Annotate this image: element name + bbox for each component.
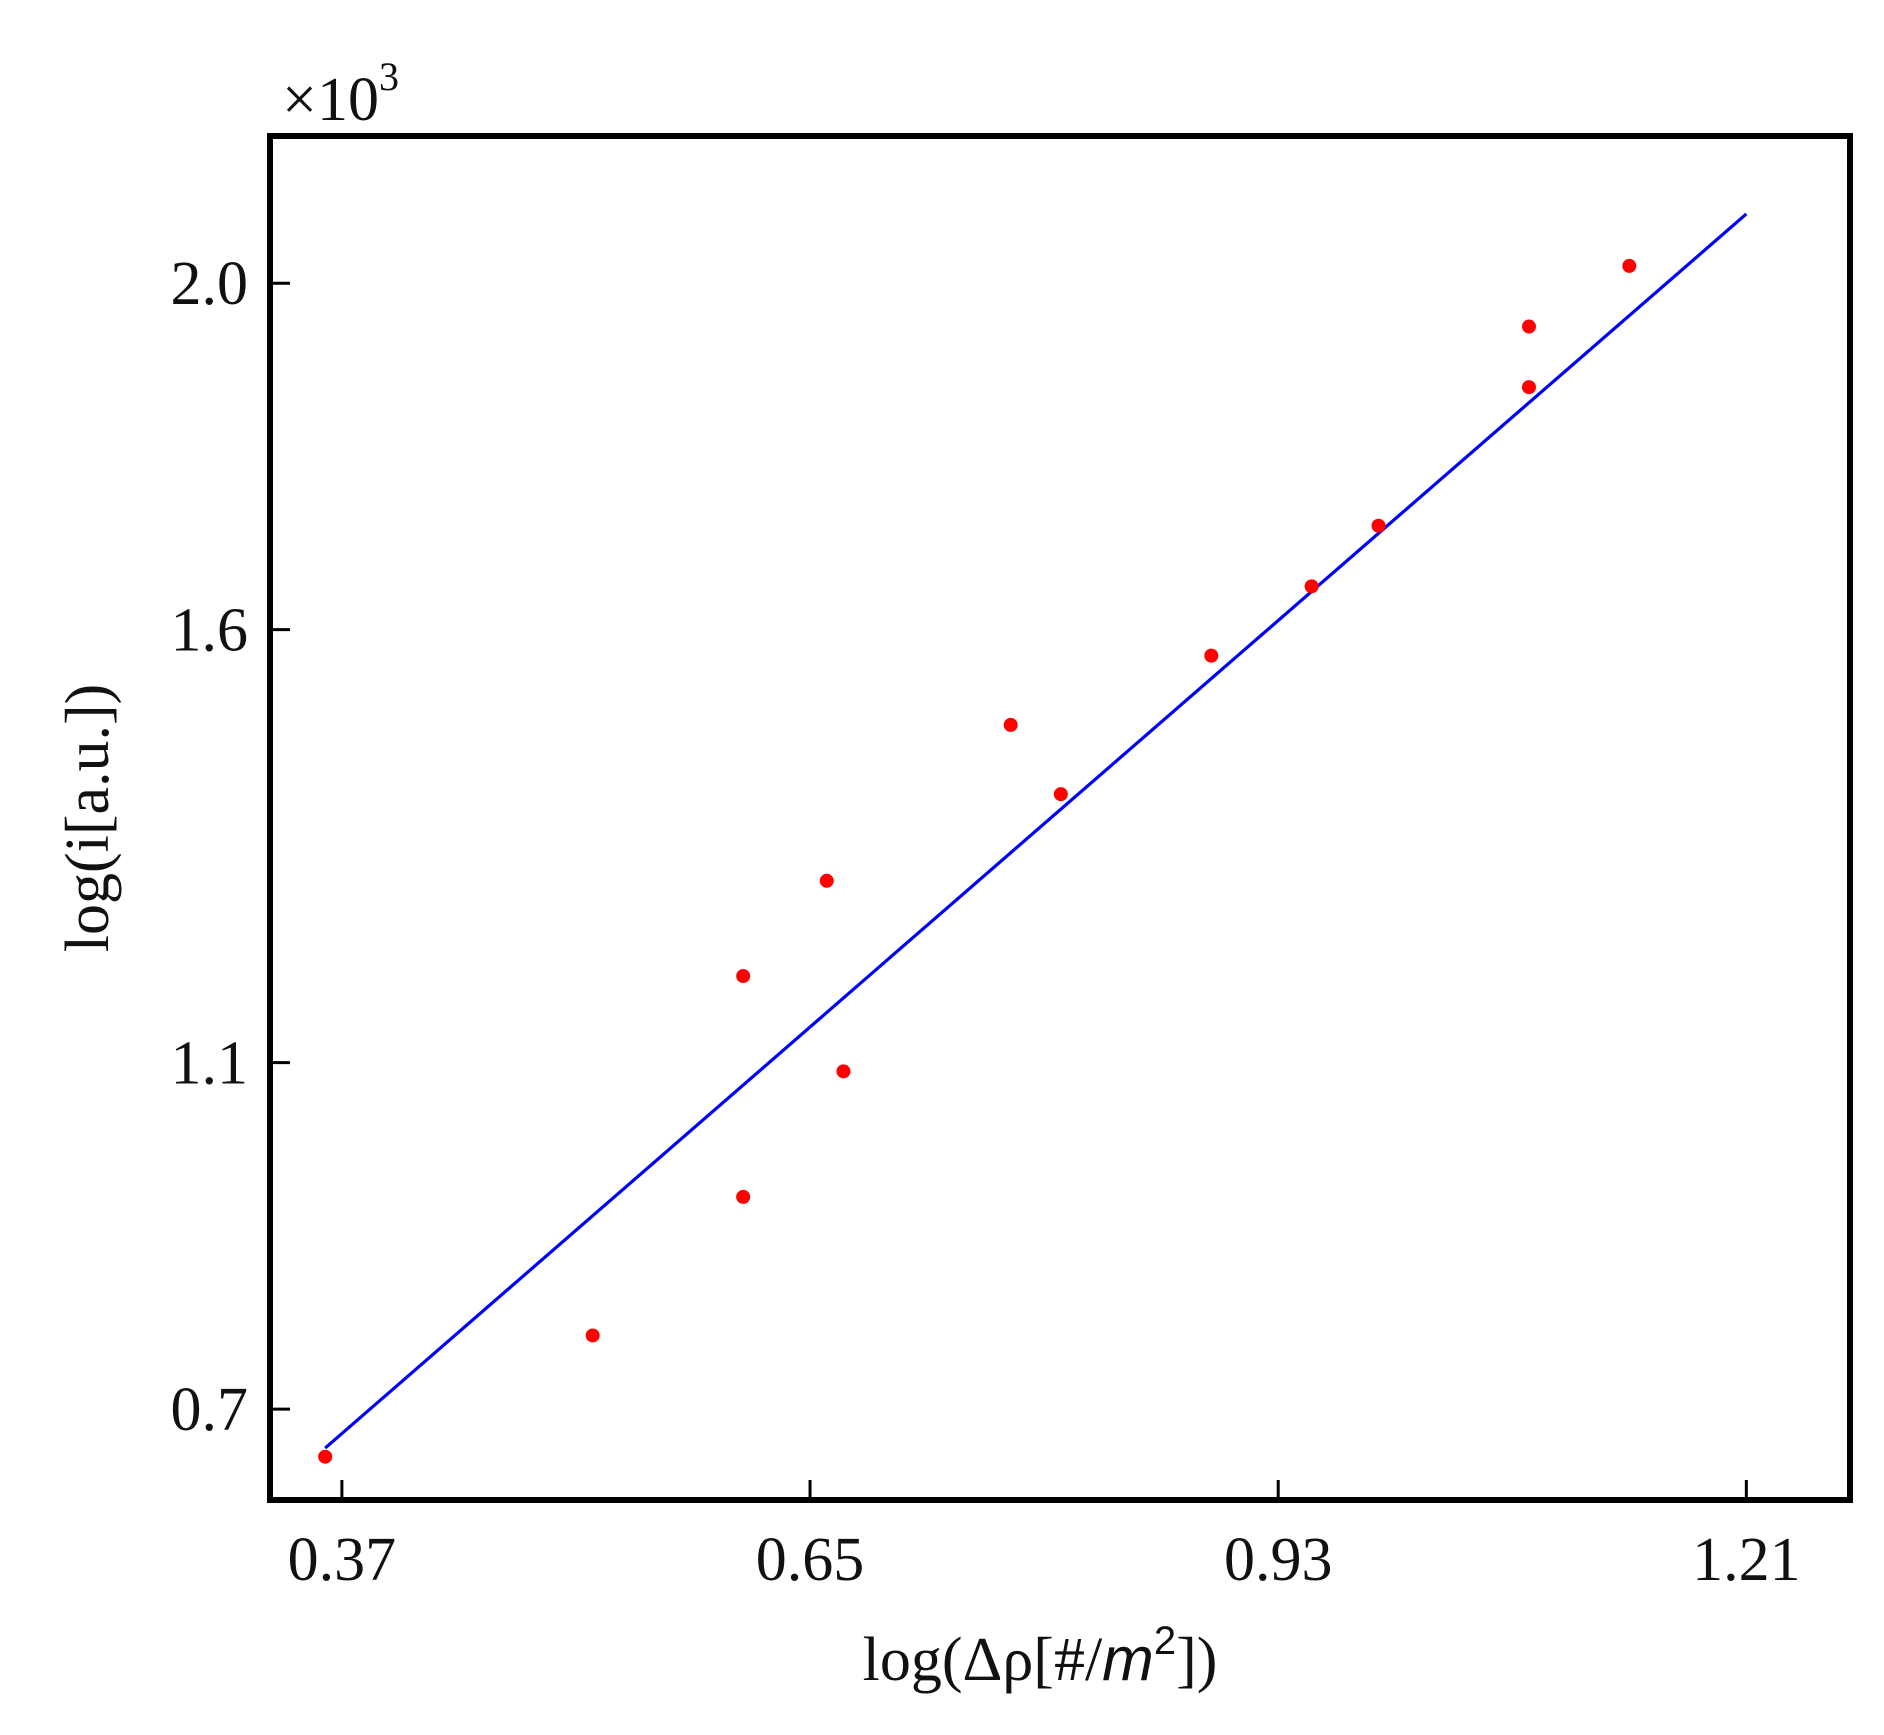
plot-frame [267,133,1853,1503]
data-point [1053,787,1068,802]
y-tick-label: 0.7 [171,1376,249,1444]
data-point [1521,319,1536,334]
data-point [585,1328,600,1343]
y-axis-ticks: 0.7 1.1 1.6 2.0 [171,250,290,1444]
y-tick-label: 2.0 [171,250,249,318]
data-point [819,873,834,888]
data-point [1521,380,1536,395]
x-axis-ticks: 0.37 0.65 0.93 1.21 [288,1480,1801,1594]
data-point [1622,258,1637,273]
fit-line [324,212,1748,1450]
x-tick-label: 1.21 [1692,1526,1801,1594]
data-point [736,969,751,984]
x-tick-label: 0.65 [756,1526,865,1594]
data-point [836,1064,851,1079]
y-tick-label: 1.6 [171,597,249,665]
x-tick-label: 0.93 [1224,1526,1333,1594]
data-point [1371,518,1386,533]
data-point [318,1449,333,1464]
axis-multiplier: ×103 [282,54,399,134]
data-point [1304,579,1319,594]
y-axis-label: log(i[a.u.]) [54,684,122,953]
data-point [1003,717,1018,732]
data-point [1204,648,1219,663]
data-point [736,1189,751,1204]
plot-marks [318,212,1748,1464]
y-tick-label: 1.1 [171,1030,249,1098]
x-axis-label: log(Δρ[#/m2]) [863,1619,1218,1694]
x-tick-label: 0.37 [288,1526,397,1594]
